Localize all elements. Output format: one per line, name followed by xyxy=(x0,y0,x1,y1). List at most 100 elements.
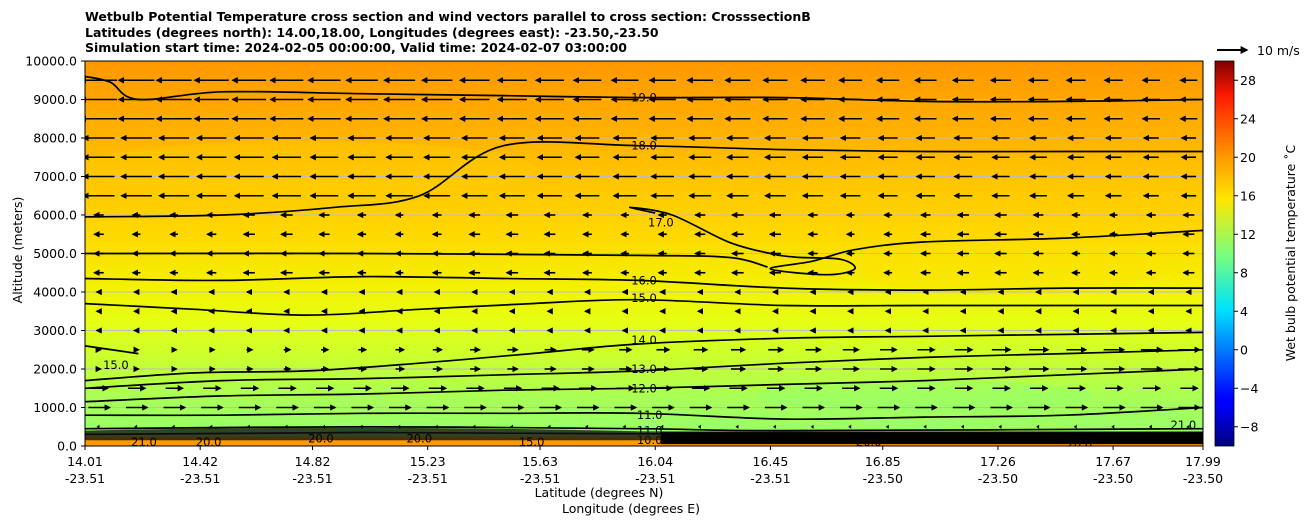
contour-label: 15.0 xyxy=(631,291,657,305)
field-shade xyxy=(859,250,1160,295)
wind-vector xyxy=(697,424,701,429)
x-tick-label-lat: 17.99 xyxy=(1185,454,1221,469)
title-line-1: Wetbulb Potential Temperature cross sect… xyxy=(85,9,811,24)
y-tick-label: 4000.0 xyxy=(33,285,77,300)
y-tick-label: 9000.0 xyxy=(33,92,77,107)
wind-vector xyxy=(960,424,964,429)
x-tick-label-lon: -23.51 xyxy=(292,471,332,486)
contour-label: 19.0 xyxy=(631,91,657,105)
y-tick-label: 0.0 xyxy=(57,439,77,454)
wind-vector xyxy=(284,424,288,429)
surface-contour-label: 20.0 xyxy=(196,435,222,449)
colorbar xyxy=(1214,60,1235,447)
wind-vector xyxy=(923,424,927,429)
y-tick-label: 7000.0 xyxy=(33,169,77,184)
x-tick-label-lon: -23.50 xyxy=(863,471,903,486)
surface-contour-label: 20.0 xyxy=(406,431,432,445)
wind-vector xyxy=(547,424,551,429)
contour-line xyxy=(85,298,1203,316)
surface-contour-label: 20.0 xyxy=(1067,437,1093,451)
x-tick-label-lat: 14.82 xyxy=(295,454,331,469)
contour-line xyxy=(85,406,1203,421)
wind-vector xyxy=(1073,424,1077,429)
wind-vector xyxy=(472,424,476,429)
title-line-2: Latitudes (degrees north): 14.00,18.00, … xyxy=(85,24,659,40)
colorbar-tick-label: 28 xyxy=(1240,73,1256,88)
colorbar-tick-label: 0 xyxy=(1240,342,1248,357)
wind-vector xyxy=(622,424,626,429)
contour-label: 16.0 xyxy=(631,273,657,287)
chart-title: Wetbulb Potential Temperature cross sect… xyxy=(85,9,811,56)
y-tick-label: 5000.0 xyxy=(33,246,77,261)
wind-vector xyxy=(735,424,739,429)
colorbar-tick-label: −8 xyxy=(1240,419,1258,434)
wind-vector xyxy=(509,424,513,429)
quiver-key-label: 10 m/s xyxy=(1257,43,1300,58)
wind-vector xyxy=(96,424,100,429)
contour-line xyxy=(85,348,1203,390)
colorbar-tick-label: 4 xyxy=(1240,304,1248,319)
y-axis-label: Altitude (meters) xyxy=(10,197,25,304)
contour-line xyxy=(85,425,1203,432)
x-tick-label-lon: -23.51 xyxy=(180,471,220,486)
x-tick-label-lon: -23.50 xyxy=(1093,471,1133,486)
colorbar-tick-label: 20 xyxy=(1240,150,1256,165)
x-tick-label-lat: 16.04 xyxy=(637,454,673,469)
colorbar-tick-label: −4 xyxy=(1240,381,1258,396)
x-axis-label-lat: Latitude (degrees N) xyxy=(535,485,664,500)
contour-label: 11.0 xyxy=(637,408,663,422)
colorbar-label: Wet bulb potential temperature ˚C xyxy=(1283,144,1298,361)
y-tick-label: 3000.0 xyxy=(33,323,77,338)
contour-line xyxy=(85,275,1203,291)
y-tick-label: 6000.0 xyxy=(33,208,77,223)
wind-vector xyxy=(773,424,777,429)
y-tick-label: 8000.0 xyxy=(33,131,77,146)
contour-line xyxy=(85,345,139,355)
wind-vector xyxy=(322,424,326,429)
wind-vector xyxy=(1148,424,1152,429)
colorbar-tick-label: 8 xyxy=(1240,265,1248,280)
wind-vector xyxy=(397,424,401,429)
surface-contour-band xyxy=(660,432,1203,445)
wind-vector xyxy=(998,424,1002,429)
x-tick-label-lon: -23.51 xyxy=(408,471,448,486)
x-tick-label-lat: 15.23 xyxy=(410,454,446,469)
colorbar-tick-label: 24 xyxy=(1240,111,1256,126)
surface-contour-label: 20.0 xyxy=(308,431,334,445)
contour-label: 13.0 xyxy=(631,362,657,376)
wind-vector xyxy=(171,424,175,429)
x-tick-label-lat: 15.63 xyxy=(522,454,558,469)
surface-contour-label: 20.0 xyxy=(856,435,882,449)
contour-label: 18.0 xyxy=(631,139,657,153)
x-tick-label-lon: -23.51 xyxy=(65,471,105,486)
wind-vector xyxy=(134,424,138,429)
wind-vector xyxy=(585,424,589,429)
y-tick-label: 1000.0 xyxy=(33,400,77,415)
title-line-3: Simulation start time: 2024-02-05 00:00:… xyxy=(85,40,627,55)
wind-vector xyxy=(848,424,852,429)
contour-label: 14.0 xyxy=(631,333,657,347)
contour-line xyxy=(85,368,1203,403)
surface-contour-label: 21.0 xyxy=(131,435,157,449)
contour-label: 12.0 xyxy=(631,381,657,395)
x-tick-label-lon: -23.51 xyxy=(750,471,790,486)
x-tick-label-lat: 16.45 xyxy=(753,454,789,469)
contour-line xyxy=(85,331,1203,382)
wind-vector xyxy=(660,424,664,429)
field-shade xyxy=(85,140,537,197)
wind-vector xyxy=(359,424,363,429)
x-tick-label-lon: -23.50 xyxy=(1183,471,1223,486)
x-tick-label-lon: -23.51 xyxy=(520,471,560,486)
x-tick-label-lat: 14.01 xyxy=(67,454,103,469)
x-tick-label-lon: -23.50 xyxy=(978,471,1018,486)
colorbar-tick-label: 12 xyxy=(1240,227,1256,242)
wind-vector xyxy=(885,424,889,429)
x-axis-label-lon: Longitude (degrees E) xyxy=(562,501,700,516)
x-tick-label-lat: 14.42 xyxy=(182,454,218,469)
x-tick-label-lat: 17.26 xyxy=(980,454,1016,469)
wind-vector xyxy=(1111,424,1115,429)
surface-contour-label: 15.0 xyxy=(519,435,545,449)
wind-vector xyxy=(1186,424,1190,429)
x-tick-label-lon: -23.51 xyxy=(635,471,675,486)
